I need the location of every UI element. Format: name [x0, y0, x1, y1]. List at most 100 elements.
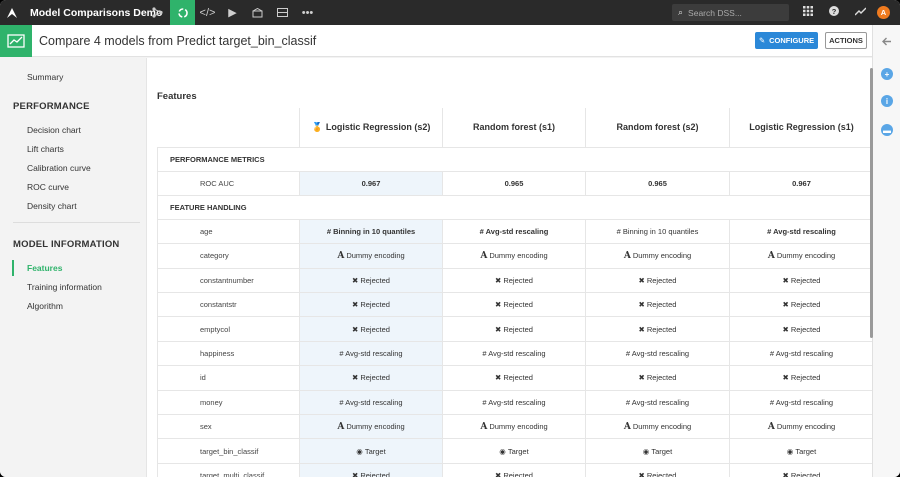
feature-name: age	[157, 219, 300, 245]
help-icon[interactable]: ?	[821, 6, 847, 19]
model-column-header[interactable]: 🏅 Logistic Regression (s2)	[299, 108, 443, 148]
sidebar-item-summary[interactable]: Summary	[27, 72, 64, 82]
rejected-x-icon: ✖	[352, 470, 359, 477]
actions-button[interactable]: ACTIONS	[825, 32, 867, 49]
feature-handling-cell: A Dummy encoding	[299, 243, 443, 269]
add-icon[interactable]: +	[881, 68, 893, 80]
search-icon: ⌕	[678, 7, 684, 17]
model-name: Logistic Regression (s2)	[325, 121, 431, 132]
sidebar-item-algorithm[interactable]: Algorithm	[27, 301, 63, 311]
model-name: Logistic Regression (s1)	[749, 122, 854, 133]
group-title: FEATURE HANDLING	[157, 195, 872, 220]
cell-value: 0.965	[648, 178, 667, 188]
edit-icon: ✎	[758, 36, 766, 45]
search-input[interactable]	[688, 7, 779, 18]
model-name: Random forest (s1)	[472, 122, 555, 133]
rejected-x-icon: ✖	[495, 470, 502, 477]
feature-handling-cell: ✖ Rejected	[299, 292, 443, 318]
rejected-x-icon: ✖	[782, 300, 789, 310]
feature-handling-cell: # Avg-std rescaling	[729, 219, 872, 245]
play-icon[interactable]: ▶	[228, 7, 237, 19]
feature-handling-cell: # Avg-std rescaling	[299, 390, 443, 416]
sidebar-item-roc-curve[interactable]: ROC curve	[27, 182, 70, 192]
sidebar: Summary PERFORMANCE Decision chart Lift …	[0, 58, 146, 477]
rejected-x-icon: ✖	[782, 373, 789, 383]
cell-value: Rejected	[360, 470, 390, 477]
feature-handling-cell: ✖ Rejected	[442, 463, 586, 477]
comparison-table: 🏅 Logistic Regression (s2) Random forest (…	[157, 108, 872, 477]
group-header-row: PERFORMANCE METRICS	[157, 147, 872, 172]
sidebar-item-lift-charts[interactable]: Lift charts	[27, 144, 64, 154]
library-icon[interactable]	[245, 0, 270, 25]
info-icon[interactable]: i	[881, 95, 893, 107]
cell-value: Dummy encoding	[346, 421, 405, 431]
feature-name: sex	[157, 414, 300, 440]
cell-value: # Avg-std rescaling	[769, 349, 834, 359]
feature-handling-cell: A Dummy encoding	[299, 414, 443, 440]
feature-handling-cell: ◉ Target	[442, 438, 586, 464]
table-row: constantnumber ✖ Rejected ✖ Rejected ✖ Rejecte…	[157, 268, 872, 294]
main-content: Features 🏅 Logistic Regression (s2) Random…	[146, 58, 872, 477]
activity-trend-icon[interactable]	[847, 7, 873, 19]
feature-handling-cell: A Dummy encoding	[585, 414, 730, 440]
model-column-header[interactable]: Logistic Regression (s1)	[729, 108, 872, 148]
feature-handling-cell: ✖ Rejected	[585, 463, 730, 477]
target-icon: ◉	[499, 446, 506, 456]
feature-handling-cell: # Avg-std rescaling	[299, 341, 443, 367]
active-indicator	[12, 260, 14, 276]
feature-name: constantstr	[157, 292, 300, 318]
more-icon[interactable]: •••	[301, 6, 314, 19]
feature-handling-cell: ◉ Target	[585, 438, 730, 464]
search-box[interactable]: ⌕	[672, 4, 789, 21]
apps-grid-icon[interactable]	[795, 6, 821, 19]
feature-handling-cell: ◉ Target	[299, 438, 443, 464]
cell-value: # Avg-std rescaling	[339, 349, 403, 359]
cell-value: # Avg-std rescaling	[339, 397, 403, 407]
cell-value: Rejected	[790, 275, 821, 285]
cell-value: Dummy encoding	[632, 421, 692, 431]
model-column-header[interactable]: Random forest (s2)	[585, 108, 730, 148]
sidebar-item-features[interactable]: Features	[27, 263, 63, 273]
cell-value: # Avg-std rescaling	[769, 397, 834, 407]
dashboard-icon[interactable]	[270, 0, 295, 25]
dss-bird-logo-icon[interactable]	[0, 0, 24, 25]
sidebar-item-calibration-curve[interactable]: Calibration curve	[27, 163, 91, 173]
code-icon[interactable]: </>	[199, 6, 216, 19]
feature-handling-cell: ✖ Rejected	[299, 463, 443, 477]
cell-value: Target	[651, 446, 673, 456]
feature-handling-cell: # Avg-std rescaling	[585, 390, 730, 416]
sidebar-item-decision-chart[interactable]: Decision chart	[27, 125, 81, 135]
sidebar-item-density-chart[interactable]: Density chart	[27, 201, 77, 211]
cell-value: Rejected	[360, 373, 390, 383]
chat-icon[interactable]: ▬	[881, 124, 893, 136]
feature-handling-cell: 0.967	[729, 171, 872, 196]
feature-name: money	[157, 390, 300, 416]
rejected-x-icon: ✖	[638, 275, 645, 285]
user-avatar[interactable]: A	[877, 6, 890, 19]
configure-button[interactable]: ✎ CONFIGURE	[755, 32, 818, 49]
cell-value: Dummy encoding	[489, 421, 548, 431]
sidebar-section-performance: PERFORMANCE	[13, 101, 90, 112]
cell-value: Rejected	[503, 300, 533, 310]
feature-handling-cell: # Avg-std rescaling	[585, 341, 730, 367]
feature-handling-cell: ✖ Rejected	[585, 365, 730, 391]
sidebar-item-training-information[interactable]: Training information	[27, 282, 102, 292]
target-icon: ◉	[786, 446, 794, 456]
rejected-x-icon: ✖	[352, 373, 359, 383]
section-title: Features	[157, 91, 197, 102]
cell-value: Target	[795, 446, 817, 456]
recycle-icon[interactable]	[170, 0, 195, 25]
feature-handling-cell: # Avg-std rescaling	[442, 219, 586, 245]
model-column-header[interactable]: Random forest (s1)	[442, 108, 586, 148]
cell-value: Rejected	[360, 300, 390, 310]
collapse-arrow-icon[interactable]	[881, 35, 893, 47]
content-scrollbar[interactable]	[870, 68, 873, 338]
cell-value: # Avg-std rescaling	[482, 397, 546, 407]
table-row: sex A Dummy encoding A Dummy encoding A Dummy …	[157, 414, 872, 440]
feature-handling-cell: ✖ Rejected	[729, 292, 872, 318]
project-title[interactable]: Model Comparisons Demo	[30, 6, 163, 19]
flow-icon[interactable]	[145, 0, 170, 25]
rejected-x-icon: ✖	[495, 373, 502, 383]
rejected-x-icon: ✖	[638, 300, 645, 310]
